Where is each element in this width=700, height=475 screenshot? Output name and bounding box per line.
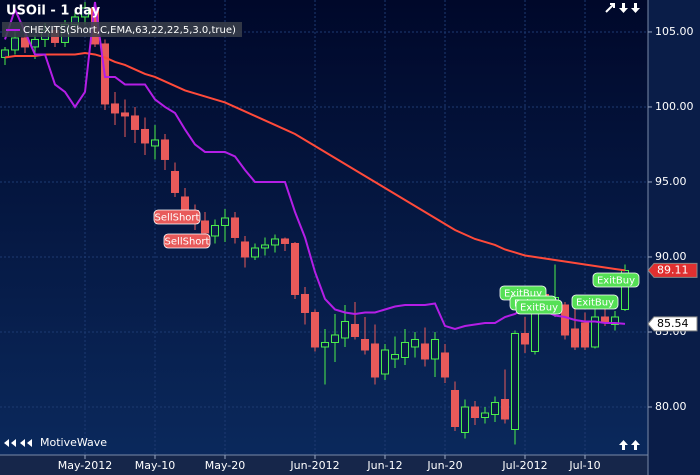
signal-label: SellShort bbox=[155, 213, 200, 224]
candle-body bbox=[371, 343, 379, 378]
candle-body bbox=[31, 38, 39, 48]
x-axis-panel bbox=[0, 455, 648, 475]
candle-body bbox=[471, 406, 479, 418]
y-tick-label: 100.00 bbox=[655, 100, 694, 113]
signal-label: ExitBuy bbox=[597, 276, 635, 287]
candle-body bbox=[561, 304, 569, 336]
candle-body bbox=[261, 244, 269, 249]
candle-body bbox=[411, 338, 419, 348]
candle-body bbox=[361, 338, 369, 351]
candle-body bbox=[161, 139, 169, 160]
candle-body bbox=[231, 217, 239, 238]
price-tag-label: 85.54 bbox=[657, 317, 689, 330]
x-tick-label: May-20 bbox=[205, 459, 246, 472]
candle-body bbox=[221, 217, 229, 226]
legend-box bbox=[2, 22, 242, 37]
signal-badge bbox=[592, 272, 640, 288]
candle-body bbox=[241, 241, 249, 258]
candle-body bbox=[501, 398, 509, 420]
candle-body bbox=[201, 220, 209, 234]
candle-body bbox=[181, 196, 189, 211]
candle-body bbox=[351, 323, 359, 337]
toolbar-icons bbox=[4, 3, 640, 450]
signal-badge bbox=[163, 233, 211, 249]
candle-body bbox=[271, 238, 279, 246]
y-tick-label: 90.00 bbox=[655, 250, 687, 263]
branding: MotiveWave bbox=[40, 436, 107, 449]
candle-body bbox=[151, 139, 159, 147]
candle-body bbox=[391, 353, 399, 360]
x-tick-label: Jun-2012 bbox=[289, 459, 339, 472]
y-axis-panel bbox=[648, 0, 700, 475]
candle-body bbox=[431, 338, 439, 360]
candle-body bbox=[341, 320, 349, 339]
price-tag bbox=[647, 262, 698, 278]
x-tick-label: Jun-20 bbox=[426, 459, 462, 472]
candle-body bbox=[461, 406, 469, 433]
candle-body bbox=[451, 389, 459, 427]
indicator-line bbox=[4, 51, 626, 272]
candle-body bbox=[121, 112, 129, 117]
candle-body bbox=[571, 328, 579, 348]
price-tag bbox=[647, 316, 698, 332]
signal-label: ExitBuy bbox=[576, 298, 614, 309]
candle-body bbox=[141, 128, 149, 144]
candle-body bbox=[611, 316, 619, 325]
signal-badge bbox=[153, 209, 201, 225]
candle-body bbox=[331, 334, 339, 343]
candle-body bbox=[521, 332, 529, 345]
signal-badge bbox=[571, 294, 619, 310]
x-tick-label: Jul-2012 bbox=[501, 459, 547, 472]
x-tick-label: May-2012 bbox=[58, 459, 113, 472]
candle-body bbox=[591, 316, 599, 348]
candle-body bbox=[11, 37, 19, 51]
y-tick-label: 95.00 bbox=[655, 175, 687, 188]
candle-body bbox=[441, 352, 449, 378]
x-tick-label: Jun-12 bbox=[366, 459, 402, 472]
candle-body bbox=[291, 242, 299, 295]
candle-body bbox=[581, 322, 589, 348]
y-tick-label: 80.00 bbox=[655, 400, 687, 413]
signal-label: ExitBuy bbox=[504, 289, 542, 300]
candle-body bbox=[111, 103, 119, 114]
x-tick-label: Jul-10 bbox=[568, 459, 600, 472]
candle-body bbox=[281, 238, 289, 244]
x-tick-label: May-10 bbox=[135, 459, 176, 472]
candle-body bbox=[421, 343, 429, 360]
candle-body bbox=[211, 224, 219, 237]
candle-body bbox=[481, 412, 489, 418]
candle-body bbox=[131, 115, 139, 130]
candle-body bbox=[491, 401, 499, 415]
candle-body bbox=[171, 170, 179, 193]
candle-body bbox=[81, 7, 89, 18]
candle-body bbox=[511, 332, 519, 430]
candle-body bbox=[321, 341, 329, 348]
signal-badge bbox=[515, 299, 563, 315]
candle-body bbox=[311, 311, 319, 348]
candle-body bbox=[21, 37, 29, 48]
signal-label: SellShort bbox=[165, 237, 210, 248]
legend-label: CHEXITS(Short,C,EMA,63,22,22,5,3.0,true) bbox=[23, 25, 236, 36]
candle-body bbox=[381, 349, 389, 375]
candle-body bbox=[401, 341, 409, 358]
candle-body bbox=[251, 247, 259, 258]
y-tick-label: 105.00 bbox=[655, 25, 694, 38]
chart-title: USOil - 1 day bbox=[6, 4, 101, 19]
signal-label: ExitBuy bbox=[520, 303, 558, 314]
grid bbox=[0, 0, 652, 459]
price-tag-label: 89.11 bbox=[657, 263, 689, 276]
labels: 80.0085.0090.0095.00100.00105.00May-2012… bbox=[58, 25, 698, 472]
candle-body bbox=[301, 293, 309, 313]
candle-body bbox=[621, 269, 629, 310]
